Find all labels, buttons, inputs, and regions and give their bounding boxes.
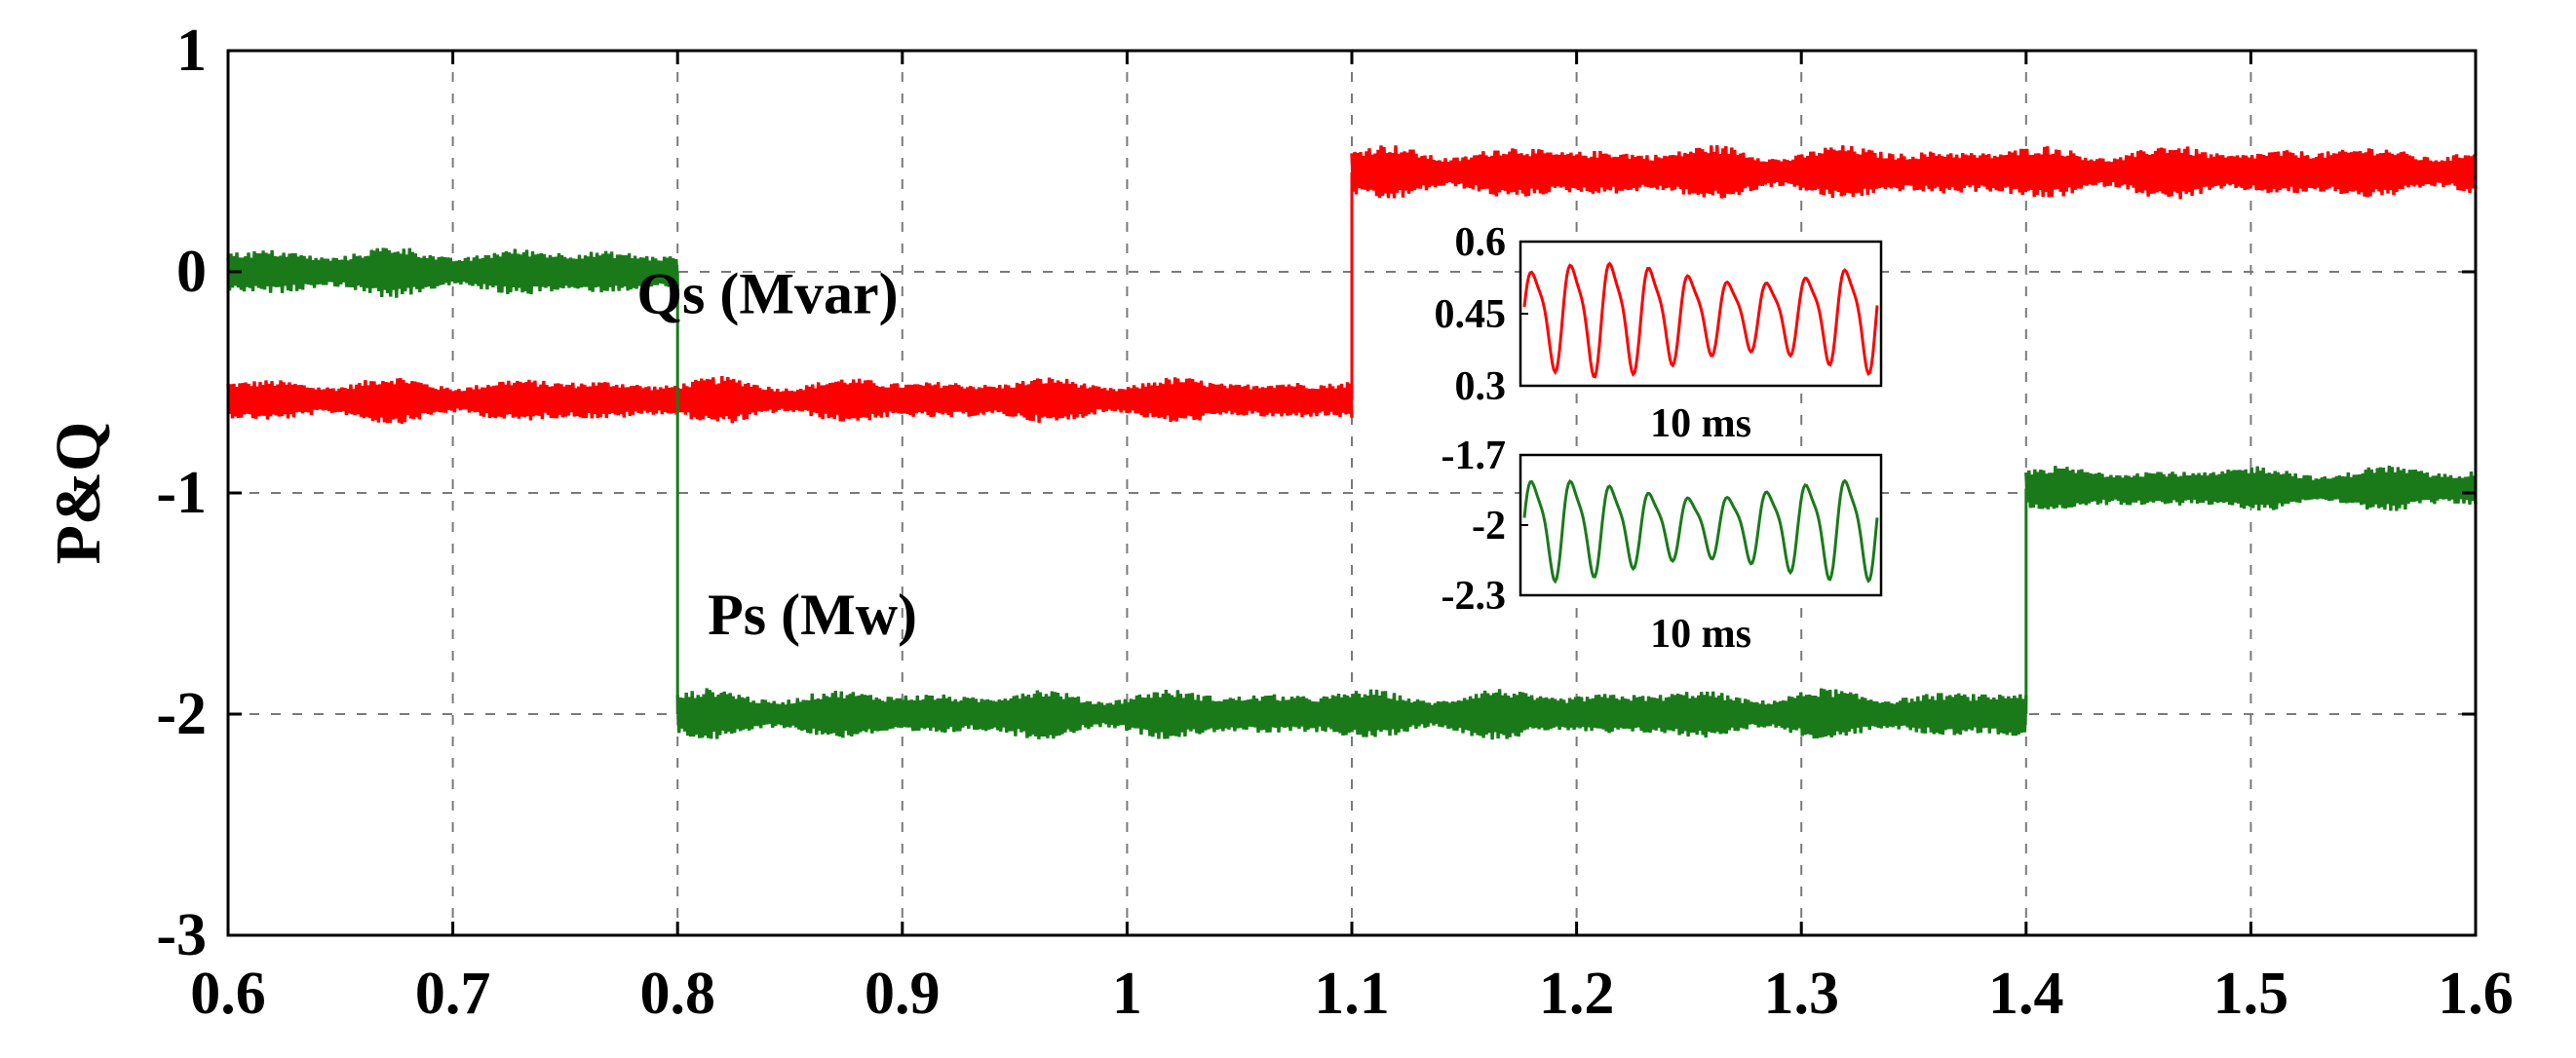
x-tick-label: 1 — [1112, 961, 1142, 1027]
series-segment — [2024, 465, 2478, 511]
qs-series-label: Qs (Mvar) — [636, 262, 898, 326]
inset-layer: 0.6 0.45 0.3 10 ms -1.7 -2 -2.3 10 ms — [1435, 220, 1883, 657]
x-tick-label: 0.6 — [190, 961, 266, 1027]
series-qs — [226, 144, 2478, 424]
ps-series-label: Ps (Mw) — [708, 583, 917, 647]
inset-y-tick-label: -2 — [1472, 504, 1506, 548]
x-tick-label: 1.1 — [1314, 961, 1390, 1027]
x-tick-label: 1.3 — [1763, 961, 1839, 1027]
series-segment — [1350, 144, 2478, 200]
inset-y-tick-label: 0.45 — [1435, 292, 1507, 337]
inset-y-tick-label: -1.7 — [1442, 434, 1507, 478]
inset-x-label: 10 ms — [1650, 612, 1751, 657]
x-tick-label: 1.5 — [2213, 961, 2289, 1027]
inset-ps: -1.7 -2 -2.3 10 ms — [1442, 434, 1883, 657]
x-tick-label: 1.2 — [1539, 961, 1615, 1027]
inset-qs: 0.6 0.45 0.3 10 ms — [1435, 220, 1883, 446]
x-tick-label: 0.7 — [415, 961, 491, 1027]
inset-y-tick-label: 0.3 — [1455, 364, 1507, 409]
series-segment — [226, 376, 1354, 424]
inset-waveform — [1522, 478, 1879, 585]
x-tick-label: 1.6 — [2438, 961, 2514, 1027]
y-tick-label: -1 — [156, 460, 207, 526]
inset-y-tick-label: -2.3 — [1442, 574, 1507, 619]
y-tick-labels: 1 0 -1 -2 -3 — [156, 18, 207, 968]
y-tick-label: -2 — [156, 681, 207, 747]
series-layer — [226, 144, 2478, 740]
series-segment — [226, 247, 679, 298]
inset-waveform — [1522, 261, 1879, 379]
x-tick-label: 0.8 — [639, 961, 715, 1027]
y-axis-label: P&Q — [43, 422, 114, 565]
tick-marks — [226, 49, 2478, 937]
series-segment — [675, 688, 2028, 740]
inset-x-label: 10 ms — [1650, 401, 1751, 446]
x-tick-label: 1.4 — [1988, 961, 2064, 1027]
y-tick-label: 1 — [176, 18, 207, 84]
inset-y-tick-label: 0.6 — [1455, 220, 1507, 265]
series-ps — [226, 247, 2478, 740]
x-tick-labels: 0.6 0.7 0.8 0.9 1 1.1 1.2 1.3 1.4 1.5 1.6 — [190, 961, 2514, 1027]
y-tick-label: 0 — [176, 239, 207, 305]
y-tick-label: -3 — [156, 902, 207, 968]
x-tick-label: 0.9 — [865, 961, 941, 1027]
